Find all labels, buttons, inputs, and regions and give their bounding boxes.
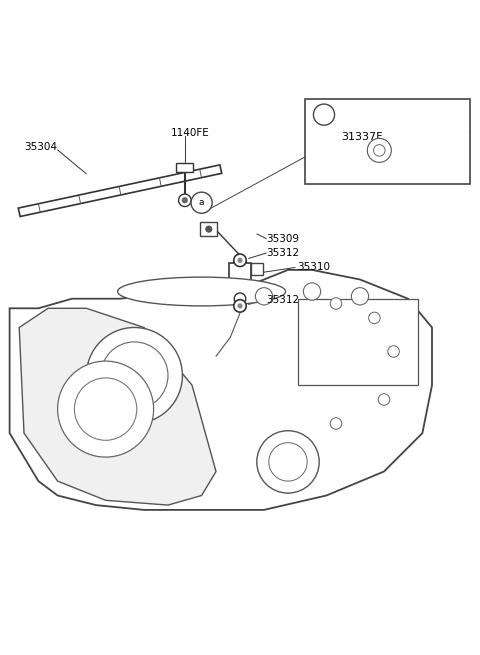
Text: 1140FE: 1140FE (170, 128, 209, 138)
Ellipse shape (118, 277, 286, 306)
Circle shape (373, 145, 385, 156)
Circle shape (269, 443, 307, 481)
Polygon shape (19, 309, 216, 505)
Polygon shape (10, 270, 432, 510)
Circle shape (234, 299, 246, 312)
Text: a: a (199, 198, 204, 207)
Circle shape (238, 304, 242, 308)
Text: 31337F: 31337F (341, 132, 382, 142)
Circle shape (255, 288, 273, 305)
Circle shape (313, 104, 335, 125)
Bar (200, 222, 217, 236)
Circle shape (206, 226, 212, 232)
Bar (251, 263, 263, 274)
Text: 35312: 35312 (266, 295, 300, 305)
Circle shape (330, 418, 342, 429)
Bar (305, 100, 470, 183)
Circle shape (58, 361, 154, 457)
Circle shape (257, 431, 319, 493)
Circle shape (74, 378, 137, 440)
Circle shape (101, 342, 168, 409)
Bar (176, 163, 193, 172)
Bar (229, 263, 251, 299)
Text: 35309: 35309 (266, 234, 300, 244)
Text: 35312: 35312 (266, 248, 300, 258)
Circle shape (238, 258, 242, 262)
Circle shape (191, 192, 212, 214)
Circle shape (234, 254, 246, 267)
Circle shape (378, 394, 390, 405)
Circle shape (351, 288, 369, 305)
Circle shape (330, 298, 342, 309)
Bar (298, 299, 418, 385)
Circle shape (86, 328, 182, 424)
Polygon shape (18, 165, 222, 217)
Text: a: a (321, 110, 327, 119)
Circle shape (182, 198, 187, 202)
Text: 35310: 35310 (298, 263, 331, 272)
Circle shape (367, 138, 391, 162)
Circle shape (369, 312, 380, 324)
Circle shape (303, 283, 321, 300)
Text: 35304: 35304 (24, 142, 57, 152)
Circle shape (234, 293, 246, 305)
Circle shape (388, 346, 399, 357)
Circle shape (179, 194, 191, 206)
